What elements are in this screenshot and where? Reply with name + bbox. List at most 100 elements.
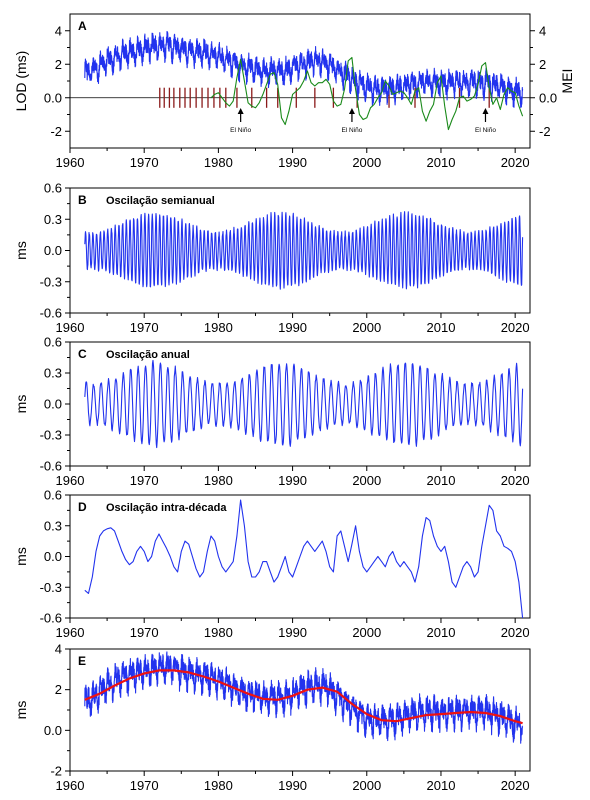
- x-tick-label: 1960: [56, 778, 85, 793]
- annotation-label: El Niño: [341, 127, 362, 134]
- annotation-arrowhead: [237, 108, 244, 114]
- x-tick-label: 1980: [204, 320, 233, 335]
- x-tick-label: 1980: [204, 473, 233, 488]
- x-tick-label: 1960: [56, 625, 85, 640]
- plot-area: [84, 651, 524, 744]
- x-tick-label: 1970: [130, 473, 159, 488]
- annotation-label: El Niño: [475, 127, 496, 134]
- series-mei: [210, 56, 524, 131]
- y-right-axis-label: MEI: [559, 69, 575, 94]
- y-tick-label: 0.6: [44, 335, 62, 350]
- x-tick-label: 2000: [352, 625, 381, 640]
- series-line: [84, 499, 524, 618]
- panel-label: C: [78, 347, 87, 361]
- y-tick-label: -2: [50, 764, 62, 779]
- y-right-tick-label: -2: [539, 124, 551, 139]
- plot-area: [84, 499, 524, 618]
- plot-frame: [69, 13, 531, 149]
- x-tick-label: 2000: [352, 320, 381, 335]
- x-tick-label: 2010: [427, 778, 456, 793]
- panel-c: -0.6 -0.3 0.0 0.3 0.6 1960 1970 1980 1990 2000 201…: [13, 335, 531, 488]
- annotation-arrowhead: [348, 108, 355, 114]
- y-tick-label: -0.3: [40, 274, 62, 289]
- x-tick-label: 1960: [56, 320, 85, 335]
- y-tick-label: 0.0: [44, 90, 62, 105]
- x-tick-label: 1990: [278, 778, 307, 793]
- y-axis-label: ms: [13, 701, 29, 720]
- y-right-tick-label: 0.0: [539, 90, 557, 105]
- y-tick-label: 0.0: [44, 549, 62, 564]
- x-tick-label: 1970: [130, 778, 159, 793]
- y-tick-label: 2: [55, 682, 62, 697]
- x-tick-label: 2020: [501, 473, 530, 488]
- y-tick-label: 2: [55, 57, 62, 72]
- y-tick-label: 4: [55, 642, 62, 657]
- panel-title: Oscilação semianual: [106, 195, 215, 207]
- y-tick-label: -0.6: [40, 459, 62, 474]
- x-tick-label: 2020: [501, 320, 530, 335]
- plot-area: [84, 359, 524, 449]
- x-tick-label: 2010: [427, 625, 456, 640]
- y-right-tick-label: 2: [539, 57, 546, 72]
- x-tick-label: 1970: [130, 155, 159, 170]
- panel-label: D: [78, 500, 87, 514]
- x-tick-label: 1980: [204, 778, 233, 793]
- y-tick-label: 0.0: [44, 243, 62, 258]
- panel-title: Oscilação anual: [106, 349, 190, 361]
- series-lod: [84, 651, 524, 744]
- x-tick-label: 2000: [352, 778, 381, 793]
- y-tick-label: 0.6: [44, 181, 62, 196]
- y-tick-label: 0.0: [44, 397, 62, 412]
- plot-area: [70, 30, 530, 131]
- y-tick-label: -0.6: [40, 306, 62, 321]
- y-tick-label: 0.3: [44, 518, 62, 533]
- panel-label: E: [78, 654, 86, 668]
- x-tick-label: 1970: [130, 320, 159, 335]
- x-tick-label: 1990: [278, 473, 307, 488]
- x-tick-label: 2000: [352, 473, 381, 488]
- y-axis-label: ms: [13, 241, 29, 260]
- plot-area: [84, 211, 524, 290]
- series-line: [84, 211, 524, 290]
- y-tick-label: 0.0: [44, 723, 62, 738]
- y-tick-label: -0.3: [40, 428, 62, 443]
- panel-label: A: [78, 19, 87, 33]
- y-tick-label: -2: [50, 124, 62, 139]
- panel-e: -2 0.0 2 4 1960 1970 1980 1990 2000 2010 2020 ms E: [13, 642, 531, 793]
- x-tick-label: 2000: [352, 155, 381, 170]
- panel-a: -2 0.0 2 4 -2 0.0 2 4 1960 1970 1980 1990 2000 2010 20…: [13, 13, 575, 170]
- annotation-label: El Niño: [230, 127, 251, 134]
- x-tick-label: 1990: [278, 320, 307, 335]
- series-trend: [84, 669, 523, 725]
- y-tick-label: 0.3: [44, 366, 62, 381]
- x-tick-label: 2020: [501, 778, 530, 793]
- x-tick-label: 1960: [56, 473, 85, 488]
- x-tick-label: 1990: [278, 625, 307, 640]
- y-tick-label: -0.6: [40, 611, 62, 626]
- y-tick-label: 0.6: [44, 488, 62, 503]
- series-lod: [84, 30, 524, 108]
- x-tick-label: 2010: [427, 155, 456, 170]
- x-tick-label: 1980: [204, 155, 233, 170]
- panel-b: -0.6 -0.3 0.0 0.3 0.6 1960 1970 1980 1990 2000 201…: [13, 181, 531, 335]
- y-axis-label: LOD (ms): [13, 51, 29, 112]
- x-tick-label: 2020: [501, 155, 530, 170]
- x-tick-label: 2010: [427, 320, 456, 335]
- y-tick-label: -0.3: [40, 580, 62, 595]
- x-tick-label: 2020: [501, 625, 530, 640]
- annotation-arrowhead: [482, 108, 489, 114]
- y-axis-label: ms: [13, 547, 29, 566]
- y-right-tick-label: 4: [539, 23, 546, 38]
- panel-d: -0.6 -0.3 0.0 0.3 0.6 1960 1970 1980 1990 2000 201…: [13, 488, 531, 640]
- y-axis-label: ms: [13, 395, 29, 414]
- y-tick-label: 4: [55, 23, 62, 38]
- x-tick-label: 2010: [427, 473, 456, 488]
- x-tick-label: 1960: [56, 155, 85, 170]
- x-tick-label: 1980: [204, 625, 233, 640]
- series-line: [84, 359, 524, 449]
- x-tick-label: 1990: [278, 155, 307, 170]
- panel-title: Oscilação intra-década: [106, 502, 227, 514]
- panel-label: B: [78, 193, 87, 207]
- y-tick-label: 0.3: [44, 212, 62, 227]
